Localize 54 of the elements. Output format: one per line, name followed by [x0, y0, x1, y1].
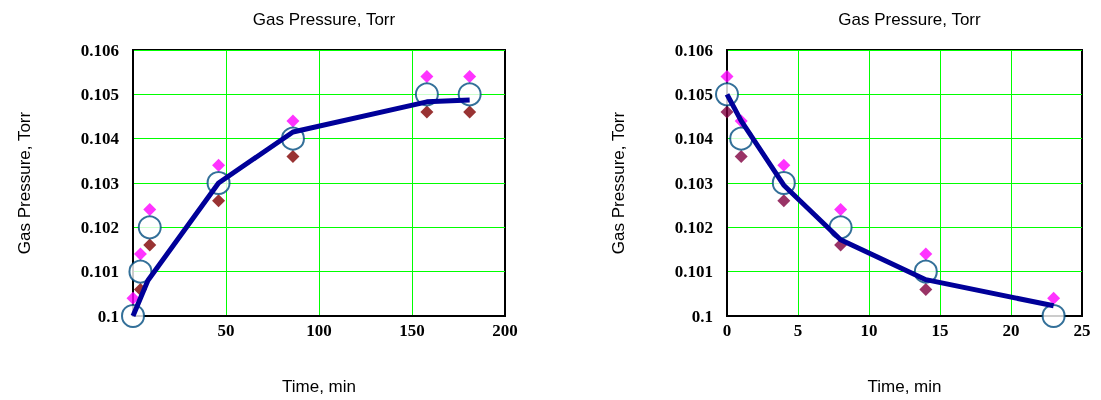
- x-tick-label: 5: [793, 321, 803, 340]
- y-tick-label: 0.1: [691, 306, 713, 326]
- x-tick-label: 100: [306, 321, 332, 340]
- y-tick-label: 0.105: [674, 84, 713, 104]
- y-tick-label: 0.102: [80, 217, 119, 237]
- y-tick-label: 0.105: [80, 84, 119, 104]
- point: [720, 105, 734, 119]
- point: [126, 291, 140, 305]
- y-tick-label: 0.1: [97, 306, 119, 326]
- y-tick-label: 0.106: [80, 40, 119, 60]
- x-axis-title: Time, min: [867, 377, 942, 396]
- y-tick-label: 0.103: [674, 173, 713, 193]
- point: [133, 247, 147, 261]
- point: [420, 105, 434, 119]
- point: [1041, 304, 1066, 328]
- y-tick-label: 0.101: [674, 262, 713, 282]
- x-tick-label: 200: [492, 321, 518, 340]
- y-tick-label: 0.106: [674, 40, 713, 60]
- point: [834, 203, 848, 217]
- y-tick-label: 0.101: [80, 262, 119, 282]
- chart-title: Gas Pressure, Torr: [838, 10, 982, 29]
- point: [128, 259, 153, 284]
- point: [734, 149, 748, 163]
- point: [777, 158, 791, 172]
- point: [143, 238, 157, 252]
- point: [720, 70, 734, 84]
- point: [143, 203, 157, 217]
- y-tick-label: 0.102: [674, 217, 713, 237]
- x-tick-label: 150: [399, 321, 425, 340]
- y-tick-label: 0.104: [674, 129, 714, 149]
- x-tick-label: 25: [1073, 321, 1091, 340]
- x-tick-label: 50: [217, 321, 235, 340]
- point: [777, 194, 791, 208]
- x-axis-title: Time, min: [282, 377, 356, 396]
- point: [463, 70, 477, 84]
- point: [212, 194, 226, 208]
- point: [137, 215, 162, 240]
- chart-title: Gas Pressure, Torr: [252, 10, 396, 29]
- x-tick-label: 15: [931, 321, 949, 340]
- point: [212, 158, 226, 172]
- point: [420, 70, 434, 84]
- point: [286, 114, 300, 128]
- y-axis-title: Gas Pressure, Torr: [609, 111, 628, 255]
- y-tick-label: 0.104: [80, 129, 120, 149]
- point: [286, 149, 300, 163]
- y-tick-label: 0.103: [80, 173, 119, 193]
- x-tick-label: 0: [722, 321, 732, 340]
- point: [1047, 291, 1061, 305]
- y-axis-title: Gas Pressure, Torr: [15, 111, 34, 255]
- point: [919, 282, 933, 296]
- point: [919, 247, 933, 261]
- point: [463, 105, 477, 119]
- x-tick-label: 20: [1002, 321, 1020, 340]
- x-tick-label: 10: [860, 321, 878, 340]
